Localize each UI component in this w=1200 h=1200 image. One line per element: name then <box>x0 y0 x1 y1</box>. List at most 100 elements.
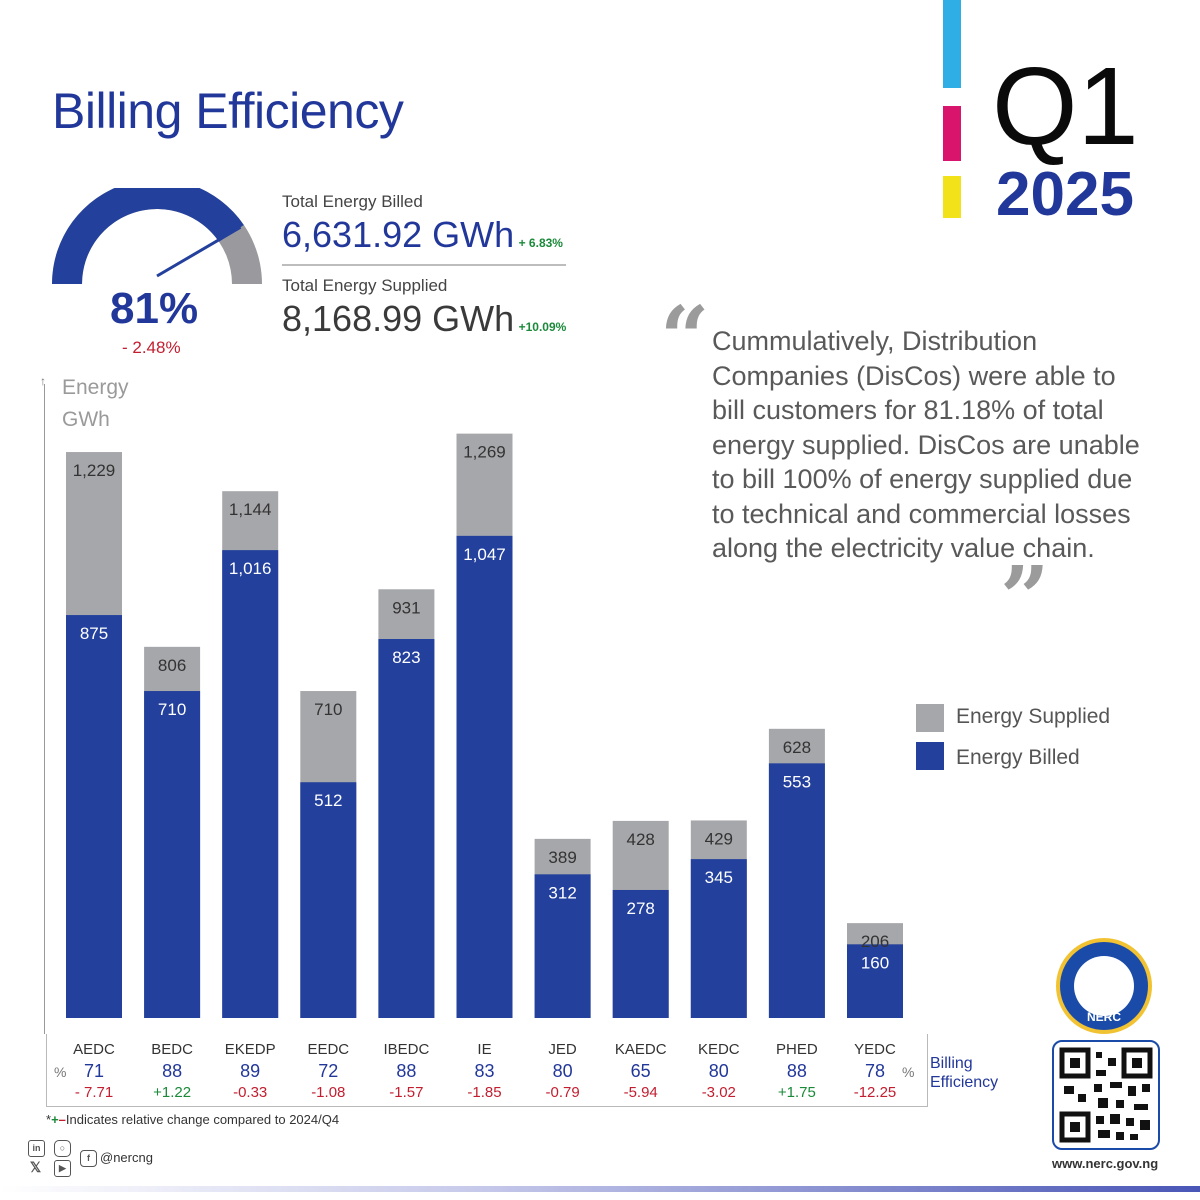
efficiency-label: Billing Efficiency <box>930 1054 998 1092</box>
efficiency-value-bedc: 88 <box>162 1061 183 1081</box>
efficiency-gauge <box>52 188 262 284</box>
bottom-gradient-bar <box>0 1186 1200 1192</box>
label-supplied-kedc: 429 <box>705 829 733 848</box>
label-supplied-kaedc: 428 <box>627 830 655 849</box>
efficiency-value-ibedc: 88 <box>396 1061 417 1081</box>
percent-unit-right: % <box>902 1064 915 1080</box>
youtube-icon[interactable]: ▶ <box>54 1160 71 1177</box>
label-billed-kedc: 345 <box>705 868 733 887</box>
efficiency-value-ie: 83 <box>474 1061 495 1081</box>
bar-billed-bedc <box>144 691 201 1018</box>
percent-unit-left: % <box>54 1064 67 1080</box>
efficiency-change-aedc: - 7.71 <box>74 1084 114 1101</box>
efficiency-name-kaedc: KAEDC <box>614 1041 667 1058</box>
facebook-icon[interactable]: f <box>80 1150 97 1167</box>
nerc-seal: NERC <box>1056 938 1152 1034</box>
bar-billed-phed <box>768 763 825 1018</box>
label-billed-ibedc: 823 <box>392 648 420 667</box>
gauge-fill <box>52 188 244 284</box>
efficiency-change-bedc: +1.22 <box>153 1084 192 1101</box>
efficiency-change-phed: +1.75 <box>777 1084 816 1101</box>
efficiency-label-line2: Efficiency <box>930 1074 999 1091</box>
qr-code[interactable] <box>1052 1040 1160 1150</box>
total-billed-change: + 6.83% <box>518 236 563 250</box>
efficiency-name-jed: JED <box>548 1041 577 1058</box>
social-handle[interactable]: @nercng <box>100 1150 153 1165</box>
qr-code-icon <box>1059 1047 1153 1143</box>
efficiency-value-yedc: 78 <box>864 1061 886 1081</box>
label-supplied-eedc: 710 <box>314 700 342 719</box>
label-supplied-ie: 1,269 <box>463 443 506 462</box>
footnote: *+–Indicates relative change compared to… <box>46 1112 339 1127</box>
efficiency-name-bedc: BEDC <box>151 1041 193 1058</box>
footnote-star: * <box>46 1112 52 1127</box>
efficiency-change-jed: -0.79 <box>545 1084 580 1101</box>
bar-billed-kaedc <box>612 889 669 1018</box>
website-link[interactable]: www.nerc.gov.ng <box>1052 1156 1159 1171</box>
efficiency-change-ekedp: -0.33 <box>233 1084 268 1101</box>
efficiency-name-yedc: YEDC <box>854 1041 896 1058</box>
efficiency-name-phed: PHED <box>776 1041 818 1058</box>
accent-stripe-yellow <box>943 176 961 218</box>
accent-stripe-cyan <box>943 0 961 88</box>
bar-billed-ekedp <box>222 550 279 1018</box>
bar-billed-ie <box>456 535 513 1018</box>
total-billed: 6,631.92 GWh + 6.83% <box>282 214 563 256</box>
label-billed-aedc: 875 <box>80 624 108 643</box>
bar-chart: 1,229 875 806 710 1,144 1,016 710 512 931 823 1,26… <box>66 433 903 1018</box>
bar-billed-yedc <box>847 944 903 1018</box>
legend-label-billed: Energy Billed <box>956 746 1080 769</box>
label-billed-phed: 553 <box>783 772 811 791</box>
y-axis-label: Energy GWh <box>62 372 129 436</box>
legend-swatch-supplied <box>916 704 944 732</box>
efficiency-change-yedc: -12.25 <box>853 1084 897 1101</box>
total-supplied-value: 8,168.99 GWh <box>282 298 515 339</box>
label-billed-eedc: 512 <box>314 791 342 810</box>
total-supplied-change: +10.09% <box>518 320 567 334</box>
footnote-minus: – <box>58 1112 66 1127</box>
total-billed-value: 6,631.92 GWh <box>282 214 515 255</box>
footnote-plus: + <box>51 1112 59 1127</box>
gauge-needle <box>156 225 242 278</box>
efficiency-change-kaedc: -5.94 <box>623 1084 658 1101</box>
label-billed-yedc: 160 <box>861 953 889 972</box>
legend-label-supplied: Energy Supplied <box>956 705 1111 728</box>
label-billed-ekedp: 1,016 <box>229 559 272 578</box>
quarter-label: Q1 <box>992 45 1139 168</box>
label-supplied-jed: 389 <box>548 848 576 867</box>
label-supplied-phed: 628 <box>783 738 811 757</box>
efficiency-table <box>46 1034 928 1107</box>
y-axis-arrow-icon: ↑ <box>40 374 46 388</box>
efficiency-value-kedc: 80 <box>708 1061 729 1081</box>
label-supplied-yedc: 206 <box>861 932 889 951</box>
efficiency-value-eedc: 72 <box>318 1061 339 1081</box>
accent-stripe-magenta <box>943 106 961 161</box>
efficiency-value-kaedc: 65 <box>630 1061 651 1081</box>
efficiency-name-aedc: AEDC <box>73 1041 115 1058</box>
x-icon[interactable]: 𝕏 <box>29 1159 42 1175</box>
close-quote-icon: ” <box>1000 548 1050 649</box>
footnote-text: Indicates relative change compared to 20… <box>65 1112 340 1127</box>
label-supplied-ekedp: 1,144 <box>229 500 272 519</box>
gauge-change: - 2.48% <box>122 338 181 357</box>
linkedin-icon[interactable]: in <box>28 1140 45 1157</box>
legend-swatch-billed <box>916 742 944 770</box>
bar-billed-aedc <box>66 615 122 1018</box>
y-axis-line <box>44 384 45 1034</box>
label-billed-ie: 1,047 <box>463 545 506 564</box>
open-quote-icon: “ <box>660 288 710 389</box>
y-axis-label-line1: Energy <box>62 376 129 399</box>
gauge-value: 81% <box>110 284 199 333</box>
efficiency-name-ibedc: IBEDC <box>383 1041 430 1058</box>
instagram-icon[interactable]: ○ <box>54 1140 71 1157</box>
efficiency-label-line1: Billing <box>930 1055 973 1072</box>
year-label: 2025 <box>996 160 1134 229</box>
bar-billed-ibedc <box>378 639 435 1018</box>
label-supplied-ibedc: 931 <box>392 598 420 617</box>
total-supplied: 8,168.99 GWh +10.09% <box>282 298 566 340</box>
efficiency-change-ie: -1.85 <box>467 1084 502 1101</box>
efficiency-value-phed: 88 <box>786 1061 807 1081</box>
efficiency-name-ekedp: EKEDP <box>224 1041 276 1058</box>
efficiency-value-ekedp: 89 <box>240 1061 261 1081</box>
efficiency-value-jed: 80 <box>552 1061 573 1081</box>
